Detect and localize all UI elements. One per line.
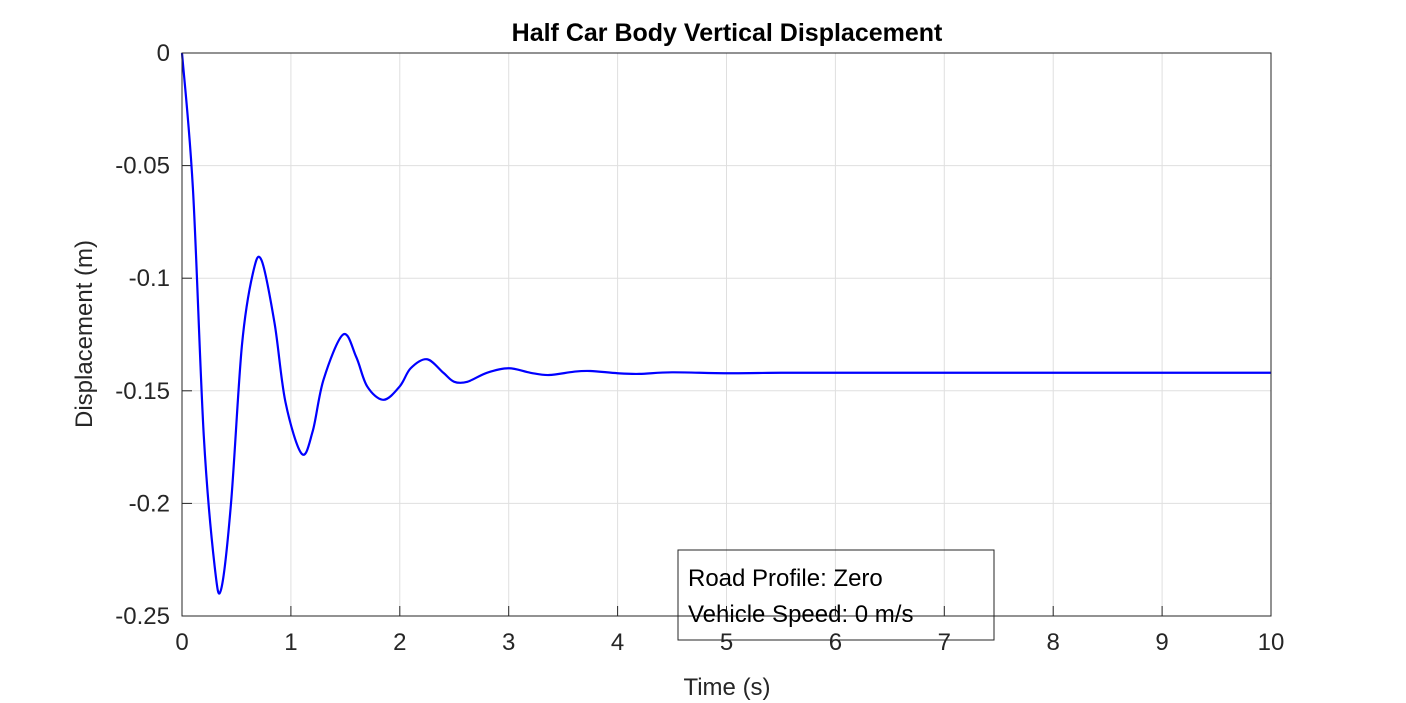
y-tick-labels: 0 -0.05 -0.1 -0.15 -0.2 -0.25 (115, 40, 170, 630)
x-tick-label: 6 (829, 629, 842, 656)
x-tick-label: 1 (284, 629, 297, 656)
chart-title: Half Car Body Vertical Displacement (512, 19, 943, 47)
y-tick-label: -0.15 (115, 378, 170, 405)
x-tick-labels: 0 1 2 3 4 5 6 7 8 9 10 (175, 629, 1284, 656)
y-tick-label: 0 (157, 40, 170, 67)
x-tick-label: 3 (502, 629, 515, 656)
x-tick-label: 9 (1155, 629, 1168, 656)
x-tick-label: 0 (175, 629, 188, 656)
y-tick-label: -0.2 (129, 490, 170, 517)
plot-frame (181, 52, 1272, 617)
annotation-vehicle-speed: Vehicle Speed: 0 m/s (688, 601, 913, 628)
x-tick-label: 7 (938, 629, 951, 656)
x-tick-label: 2 (393, 629, 406, 656)
y-tick-label: -0.25 (115, 603, 170, 630)
series-layer (180, 52, 1271, 595)
x-tick-label: 10 (1258, 629, 1285, 656)
x-tick-label: 4 (611, 629, 624, 656)
annotation-box: Road Profile: Zero Vehicle Speed: 0 m/s (677, 549, 995, 641)
annotation-road-profile: Road Profile: Zero (688, 565, 883, 592)
annotation-frame (677, 549, 995, 641)
x-tick-label: 8 (1047, 629, 1060, 656)
x-tick-label: 5 (720, 629, 733, 656)
y-tick-label: -0.1 (129, 265, 170, 292)
x-axis-label: Time (s) (683, 674, 770, 701)
y-tick-label: -0.05 (115, 153, 170, 180)
y-axis-label: Displacement (m) (71, 240, 98, 428)
grid (181, 52, 1272, 617)
displacement-series-line (180, 52, 1271, 595)
